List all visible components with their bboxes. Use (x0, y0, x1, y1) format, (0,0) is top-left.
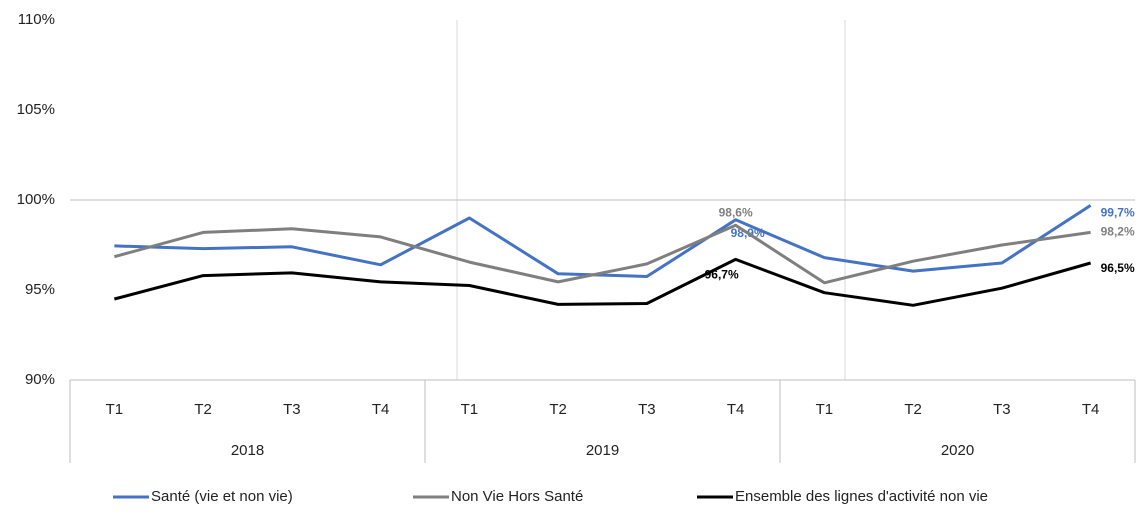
x-tick-label: T4 (727, 401, 745, 418)
x-tick-label: T2 (904, 401, 922, 418)
series-line (114, 204, 1092, 278)
x-tick-label: T2 (549, 401, 567, 418)
value-label: 98,6% (719, 205, 753, 219)
group-label: 2019 (586, 442, 619, 459)
x-tick-label: T1 (816, 401, 834, 418)
legend-label: Ensemble des lignes d'activité non vie (735, 488, 988, 505)
value-label: 98,2% (1101, 225, 1135, 239)
value-label: 96,5% (1101, 261, 1135, 275)
x-tick-label: T2 (194, 401, 212, 418)
x-tick-label: T4 (372, 401, 390, 418)
series-line (113, 257, 1092, 307)
y-tick-label: 90% (25, 371, 55, 388)
x-tick-label: T3 (638, 401, 656, 418)
x-tick-label: T3 (283, 401, 301, 418)
x-tick-label: T3 (993, 401, 1011, 418)
y-tick-label: 110% (18, 11, 55, 28)
x-tick-label: T4 (1082, 401, 1100, 418)
group-label: 2020 (941, 442, 974, 459)
x-tick-label: T1 (461, 401, 479, 418)
x-tick-label: T1 (106, 401, 124, 418)
y-tick-label: 105% (17, 101, 55, 118)
group-label: 2018 (231, 442, 264, 459)
legend-label: Santé (vie et non vie) (151, 488, 293, 505)
legend-label: Non Vie Hors Santé (451, 488, 583, 505)
y-tick-label: 95% (25, 281, 55, 298)
value-label: 99,7% (1101, 206, 1135, 220)
series-line (113, 223, 1091, 285)
value-label: 96,7% (705, 268, 739, 282)
y-tick-label: 100% (17, 191, 55, 208)
